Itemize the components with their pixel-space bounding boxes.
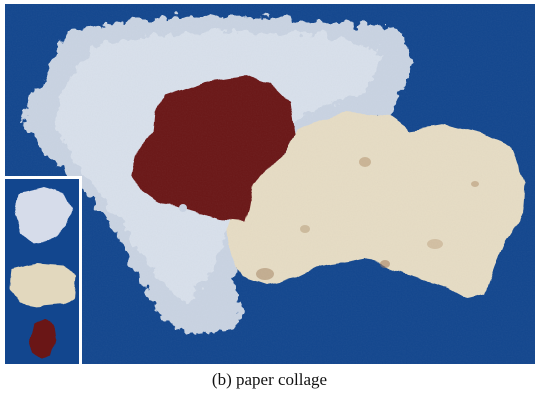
source-beige-paper [9, 263, 77, 307]
source-papers-inset [5, 176, 82, 364]
source-white-paper [15, 187, 71, 243]
figure-caption: (b) paper collage [211, 370, 328, 389]
collage-image [5, 4, 535, 364]
source-red-paper [29, 319, 55, 359]
